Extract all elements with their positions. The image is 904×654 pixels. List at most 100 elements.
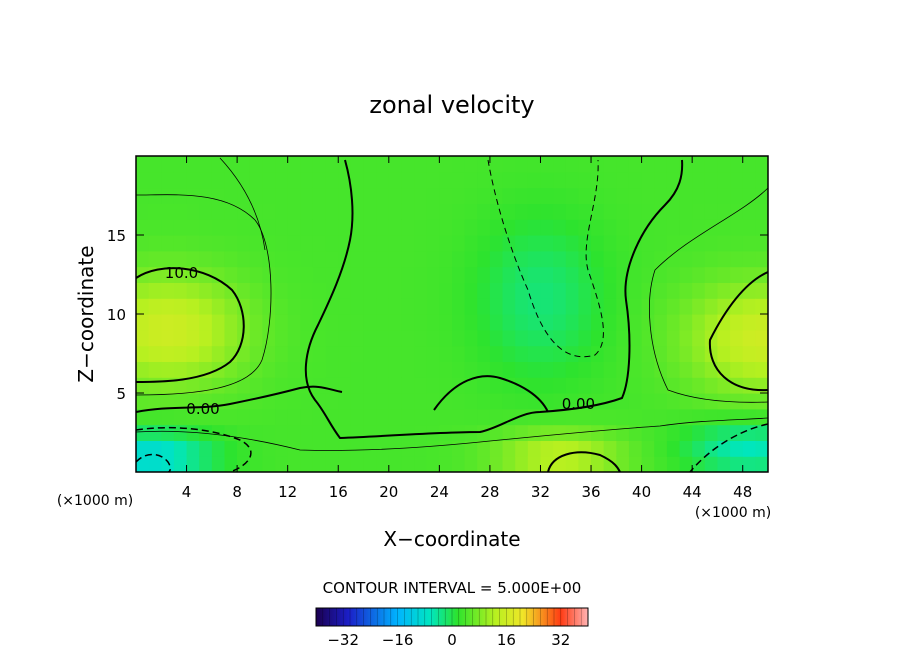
heatmap-cell <box>540 408 554 426</box>
heatmap-cell <box>224 171 238 189</box>
heatmap-cell <box>287 219 301 236</box>
heatmap-cell <box>173 329 188 347</box>
heatmap-cell <box>666 424 681 441</box>
heatmap-cell <box>287 456 301 472</box>
heatmap-cell <box>502 266 516 283</box>
heatmap-cell <box>300 440 314 457</box>
heatmap-cell <box>730 408 744 426</box>
heatmap-cell <box>730 345 744 362</box>
heatmap-cell <box>312 345 327 362</box>
heatmap-cell <box>350 298 365 315</box>
heatmap-cell <box>363 424 377 441</box>
heatmap-cell <box>388 329 403 347</box>
heatmap-cell <box>224 156 238 173</box>
heatmap-cell <box>186 219 200 236</box>
heatmap-cell <box>452 440 466 457</box>
heatmap-cell <box>211 156 226 173</box>
heatmap-cell <box>350 250 365 268</box>
heatmap-cell <box>540 219 554 236</box>
heatmap-cell <box>186 393 200 410</box>
heatmap-cell <box>249 408 263 426</box>
heatmap-cell <box>173 408 188 426</box>
heatmap-cell <box>199 377 213 394</box>
heatmap-cell <box>603 329 617 347</box>
heatmap-cell <box>628 266 643 283</box>
heatmap-cell <box>666 361 681 378</box>
heatmap-cell <box>350 377 365 394</box>
heatmap-cell <box>502 314 516 331</box>
heatmap-cell <box>489 440 504 457</box>
heatmap-cell <box>401 298 415 315</box>
plot-area: 10.0 0.00 0.00 <box>136 156 768 472</box>
heatmap-cell <box>477 219 491 236</box>
colorbar-frame <box>315 607 589 627</box>
heatmap-cell <box>211 203 226 220</box>
heatmap-cell <box>136 393 150 410</box>
heatmap-cell <box>388 219 403 236</box>
heatmap-cell <box>338 440 352 457</box>
x-axis-label: X−coordinate <box>383 527 520 551</box>
x-tick-label: 20 <box>379 483 398 501</box>
heatmap-cell <box>350 156 365 173</box>
heatmap-cell <box>262 171 276 189</box>
heatmap-cell <box>325 250 339 268</box>
heatmap-cell <box>376 424 390 441</box>
heatmap-cell <box>666 266 681 283</box>
heatmap-cell <box>502 156 516 173</box>
heatmap-cell <box>199 440 213 457</box>
heatmap-cell <box>262 298 276 315</box>
heatmap-cell <box>553 424 567 441</box>
heatmap-cell <box>262 235 276 252</box>
contour-thin-left-2 <box>219 157 266 251</box>
heatmap-cell <box>527 298 542 315</box>
heatmap-cell <box>426 314 440 331</box>
heatmap-cell <box>591 298 605 315</box>
heatmap-cell <box>553 456 567 472</box>
heatmap-cell <box>439 171 453 189</box>
heatmap-cell <box>287 361 301 378</box>
heatmap-cell <box>641 298 655 315</box>
heatmap-cell <box>363 377 377 394</box>
heatmap-cell <box>452 361 466 378</box>
heatmap-cell <box>363 456 377 472</box>
heatmap-cell <box>363 203 377 220</box>
heatmap-cell <box>439 282 453 299</box>
heatmap-cell <box>186 171 200 189</box>
heatmap-cell <box>502 219 516 236</box>
x-unit-right: (×1000 m) <box>695 505 771 521</box>
heatmap-cell <box>148 314 162 331</box>
heatmap-cell <box>654 187 668 204</box>
heatmap-cell <box>300 298 314 315</box>
heatmap-cell <box>565 329 579 347</box>
heatmap-cell <box>426 203 440 220</box>
heatmap-cell <box>325 440 339 457</box>
heatmap-cell <box>540 171 554 189</box>
heatmap-cell <box>477 156 491 173</box>
heatmap-cell <box>287 408 301 426</box>
heatmap-cell <box>300 424 314 441</box>
heatmap-cell <box>464 329 478 347</box>
heatmap-cell <box>350 329 365 347</box>
heatmap-cell <box>350 440 365 457</box>
heatmap-cell <box>704 266 719 283</box>
heatmap-cell <box>654 329 668 347</box>
heatmap-cell <box>515 187 529 204</box>
heatmap-cell <box>199 156 213 173</box>
heatmap-cell <box>641 345 655 362</box>
heatmap-cell <box>616 203 630 220</box>
heatmap-cell <box>666 329 681 347</box>
heatmap-cell <box>452 203 466 220</box>
heatmap-cell <box>312 250 327 268</box>
heatmap-cell <box>287 156 301 173</box>
heatmap-cell <box>338 203 352 220</box>
heatmap-cell <box>249 266 263 283</box>
heatmap-cell <box>186 345 200 362</box>
heatmap-cell <box>388 377 403 394</box>
heatmap-cell <box>376 314 390 331</box>
heatmap-cell <box>704 424 719 441</box>
heatmap-cell <box>527 345 542 362</box>
heatmap-cell <box>287 314 301 331</box>
heatmap-cell <box>376 156 390 173</box>
heatmap-cell <box>161 250 175 268</box>
heatmap-cell <box>679 377 693 394</box>
